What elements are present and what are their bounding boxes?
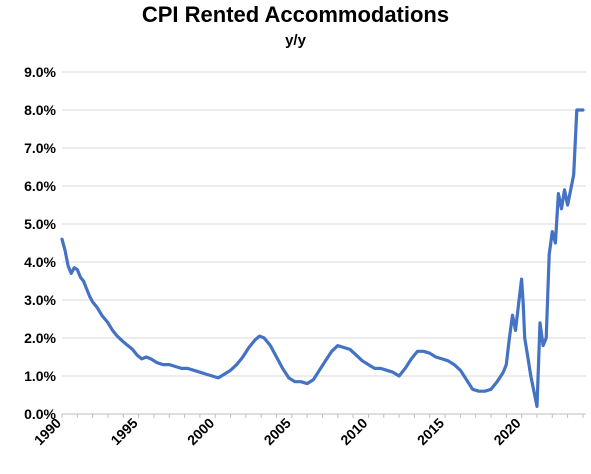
- x-tick-label: 2015: [414, 415, 447, 448]
- y-tick-label: 9.0%: [24, 64, 56, 80]
- x-tick-label: 1995: [107, 415, 140, 448]
- y-tick-label: 6.0%: [24, 178, 56, 194]
- chart-title: CPI Rented Accommodations: [141, 2, 450, 27]
- y-tick-label: 8.0%: [24, 102, 56, 118]
- y-tick-label: 1.0%: [24, 368, 56, 384]
- y-tick-label: 4.0%: [24, 254, 56, 270]
- y-tick-label: 2.0%: [24, 330, 56, 346]
- series-line: [60, 108, 585, 408]
- y-tick-label: 0.0%: [24, 406, 56, 422]
- x-tick-label: 2005: [261, 415, 294, 448]
- y-tick-label: 3.0%: [24, 292, 56, 308]
- x-tick-label: 2000: [184, 415, 217, 448]
- y-tick-label: 5.0%: [24, 216, 56, 232]
- chart-subtitle: y/y: [285, 32, 306, 49]
- x-tick-label: 2020: [490, 415, 523, 448]
- y-tick-label: 7.0%: [24, 140, 56, 156]
- x-tick-label: 2010: [337, 415, 370, 448]
